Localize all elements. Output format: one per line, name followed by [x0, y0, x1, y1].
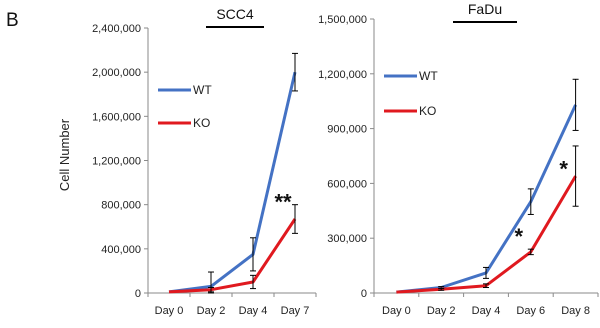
x-tick-label: Day 4	[239, 305, 268, 317]
y-tick-label: 900,000	[327, 124, 367, 136]
x-tick-label: Day 7	[281, 305, 310, 317]
y-axis-label: Cell Number	[57, 118, 72, 191]
x-tick-label: Day 6	[516, 305, 545, 317]
y-tick-label: 0	[135, 288, 141, 300]
x-tick-label: Day 0	[382, 305, 411, 317]
legend-label-wt: WT	[193, 83, 212, 97]
x-tick-label: Day 4	[472, 305, 501, 317]
y-tick-label: 1,200,000	[92, 156, 141, 168]
significance-marker: *	[515, 224, 524, 249]
chart-fadu: FaDu 0 300,000 600,000 900,000 1,200,000 1,500…	[318, 1, 599, 317]
x-tick-label: Day 0	[155, 305, 184, 317]
y-tick-label: 2,000,000	[92, 67, 141, 79]
legend-label-ko: KO	[419, 104, 436, 118]
y-tick-label: 400,000	[101, 244, 141, 256]
x-tick-label: Day 8	[561, 305, 590, 317]
chart-title: SCC4	[216, 6, 254, 22]
significance-marker: **	[274, 190, 292, 215]
y-tick-label: 1,500,000	[318, 14, 367, 26]
y-tick-label: 600,000	[327, 178, 367, 190]
panel-label: B	[6, 10, 19, 31]
x-tick-label: Day 2	[427, 305, 456, 317]
y-tick-label: 0	[361, 288, 367, 300]
legend-label-wt: WT	[419, 69, 438, 83]
chart-scc4: SCC4 0 400,000 800,000 1,200,000 1,600,000 2,0…	[92, 6, 317, 317]
series-line-wt	[168, 71, 297, 294]
y-tick-label: 1,200,000	[318, 69, 367, 81]
significance-marker: *	[559, 157, 568, 182]
series-line-ko	[168, 218, 297, 294]
x-tick-label: Day 2	[197, 305, 226, 317]
y-tick-label: 300,000	[327, 233, 367, 245]
chart-title: FaDu	[468, 1, 502, 17]
y-tick-label: 2,400,000	[92, 23, 141, 35]
y-tick-label: 800,000	[101, 200, 141, 212]
legend-label-ko: KO	[193, 116, 210, 130]
y-tick-label: 1,600,000	[92, 111, 141, 123]
series-line-wt	[396, 104, 577, 294]
